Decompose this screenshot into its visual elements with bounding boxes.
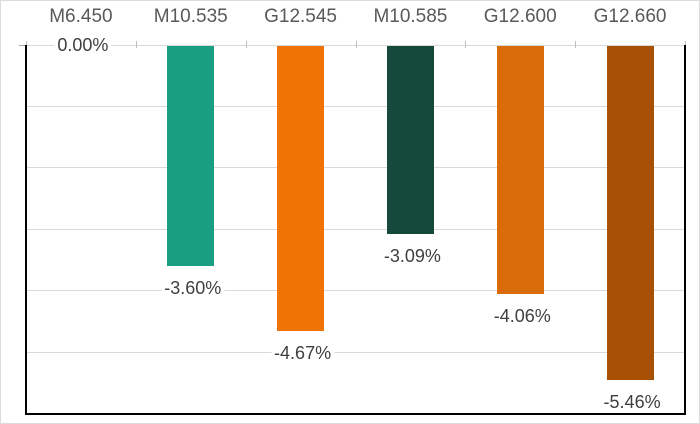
value-axis-line	[25, 44, 27, 415]
axis-tick	[26, 40, 27, 48]
gridline	[26, 351, 685, 353]
bar-M10.535	[167, 45, 215, 266]
plot-border-right	[684, 44, 686, 415]
category-label: M6.450	[49, 6, 113, 27]
value-axis-tick	[19, 44, 26, 46]
data-label: -3.09%	[380, 247, 444, 266]
category-label: M10.535	[153, 6, 228, 27]
bar-G12.600	[496, 45, 544, 294]
data-label: -5.46%	[600, 392, 664, 411]
category-label: G12.545	[264, 6, 338, 27]
gridline	[26, 105, 685, 107]
category-label: M10.585	[373, 6, 448, 27]
axis-tick	[685, 40, 686, 48]
bar-G12.545	[277, 45, 325, 332]
gridline	[26, 290, 685, 292]
axis-tick	[355, 40, 357, 48]
gridline	[26, 167, 685, 169]
axis-tick	[465, 40, 467, 48]
axis-tick	[245, 40, 247, 48]
data-label: -4.06%	[490, 306, 554, 325]
category-label: G12.600	[483, 6, 557, 27]
axis-tick	[135, 40, 137, 48]
bar-G12.660	[606, 45, 654, 380]
data-label: -4.67%	[271, 344, 335, 363]
category-label: G12.660	[593, 6, 667, 27]
plot-border-bottom	[25, 412, 686, 415]
gridline	[26, 228, 685, 230]
data-label: 0.00%	[54, 35, 112, 54]
axis-tick	[575, 40, 577, 48]
data-label: -3.60%	[161, 278, 225, 297]
bar-M10.585	[386, 45, 434, 235]
